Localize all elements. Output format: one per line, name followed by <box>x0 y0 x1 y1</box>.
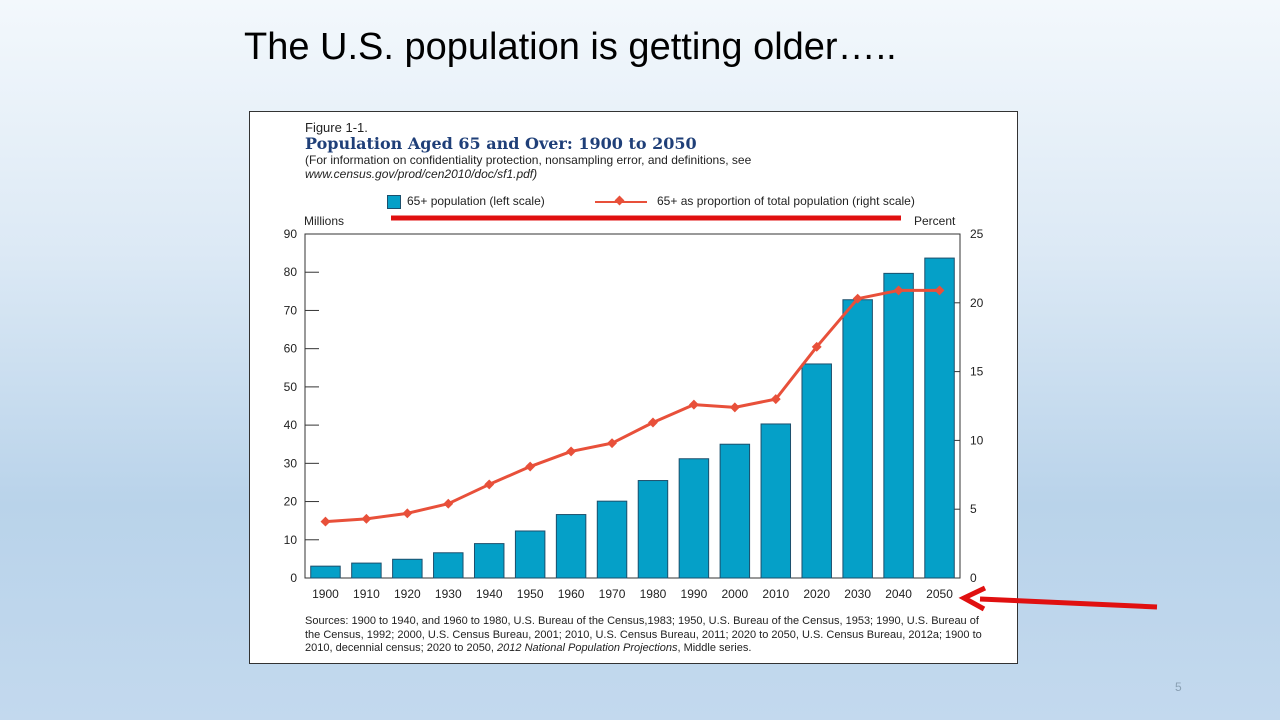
bar-1980 <box>637 480 669 579</box>
bar-1910 <box>351 562 382 579</box>
x-tick-label: 1910 <box>353 587 380 601</box>
point-1980 <box>648 417 658 428</box>
bar-1920 <box>392 558 423 579</box>
x-tick-label: 1960 <box>558 587 585 601</box>
point-2050 <box>934 285 945 296</box>
legend-line-label: 65+ as proportion of total population (r… <box>657 194 915 208</box>
right-tick-label: 25 <box>970 227 984 241</box>
x-tick-label: 2000 <box>721 587 748 601</box>
point-1920 <box>402 508 413 519</box>
bar-2010 <box>760 423 792 579</box>
right-tick-label: 20 <box>970 296 984 310</box>
bar-2050 <box>924 257 955 579</box>
right-tick-label: 0 <box>970 571 977 585</box>
legend-bar-swatch <box>387 195 401 209</box>
point-1990 <box>688 399 699 410</box>
x-tick-label: 1900 <box>312 587 339 601</box>
right-tick-label: 15 <box>970 365 984 379</box>
bar-1970 <box>596 500 628 579</box>
bar-2000 <box>719 443 751 579</box>
sources-text: Sources: 1900 to 1940, and 1960 to 1980,… <box>305 615 982 654</box>
point-1930 <box>443 498 454 509</box>
bar-1950 <box>514 530 546 579</box>
slide-title: The U.S. population is getting older….. <box>244 26 897 68</box>
x-tick-label: 1980 <box>640 587 667 601</box>
bar-1940 <box>473 543 505 579</box>
bar-2030 <box>842 299 873 579</box>
point-2020 <box>811 341 822 352</box>
left-tick-label: 50 <box>284 380 298 394</box>
point-1970 <box>607 438 617 449</box>
figure-title: Population Aged 65 and Over: 1900 to 205… <box>305 134 697 153</box>
point-1900 <box>320 516 331 527</box>
x-tick-label: 2040 <box>885 587 912 601</box>
legend-bar-label: 65+ population (left scale) <box>407 194 545 208</box>
left-tick-label: 90 <box>284 227 298 241</box>
bar-2040 <box>883 272 914 579</box>
point-2030 <box>852 293 863 304</box>
x-tick-label: 1940 <box>476 587 503 601</box>
figure-note: (For information on confidentiality prot… <box>305 153 752 167</box>
x-tick-label: 2020 <box>803 587 830 601</box>
x-tick-label: 1970 <box>599 587 626 601</box>
x-tick-label: 1930 <box>435 587 462 601</box>
bar-1990 <box>678 458 710 579</box>
sources-text-end: , Middle series. <box>677 642 752 654</box>
right-tick-label: 10 <box>970 433 984 447</box>
figure-source-url: www.census.gov/prod/cen2010/doc/sf1.pdf) <box>305 167 538 181</box>
bar-1960 <box>555 514 587 579</box>
x-tick-label: 1990 <box>681 587 708 601</box>
figure-sources: Sources: 1900 to 1940, and 1960 to 1980,… <box>305 615 985 656</box>
figure-label: Figure 1-1. <box>305 120 368 135</box>
point-1950 <box>525 461 536 472</box>
left-tick-label: 80 <box>284 265 298 279</box>
point-1960 <box>566 446 577 457</box>
bar-1930 <box>433 552 464 579</box>
right-axis-unit: Percent <box>914 214 956 228</box>
bar-2020 <box>801 363 832 579</box>
left-tick-label: 0 <box>290 571 297 585</box>
left-axis-unit: Millions <box>304 214 345 228</box>
page-number: 5 <box>1175 680 1182 694</box>
left-tick-label: 10 <box>284 533 298 547</box>
census-figure: Figure 1-1. Population Aged 65 and Over:… <box>249 111 1018 664</box>
x-tick-label: 2010 <box>762 587 789 601</box>
point-1910 <box>361 513 372 524</box>
plot-frame <box>304 233 961 579</box>
point-2000 <box>729 402 740 413</box>
bar-1900 <box>310 565 341 579</box>
left-tick-label: 60 <box>284 342 298 356</box>
left-tick-label: 20 <box>284 495 298 509</box>
left-tick-label: 70 <box>284 303 298 317</box>
right-tick-label: 5 <box>970 502 977 516</box>
left-tick-label: 30 <box>284 456 298 470</box>
left-tick-label: 40 <box>284 418 298 432</box>
point-2010 <box>770 394 781 405</box>
x-tick-label: 2030 <box>844 587 871 601</box>
x-tick-label: 1920 <box>394 587 421 601</box>
proportion-line <box>325 288 940 524</box>
x-tick-label: 1950 <box>517 587 544 601</box>
x-tick-label: 2050 <box>926 587 953 601</box>
point-1940 <box>484 479 495 490</box>
sources-italic-text: 2012 National Population Projections <box>497 642 678 654</box>
point-2040 <box>893 285 904 296</box>
